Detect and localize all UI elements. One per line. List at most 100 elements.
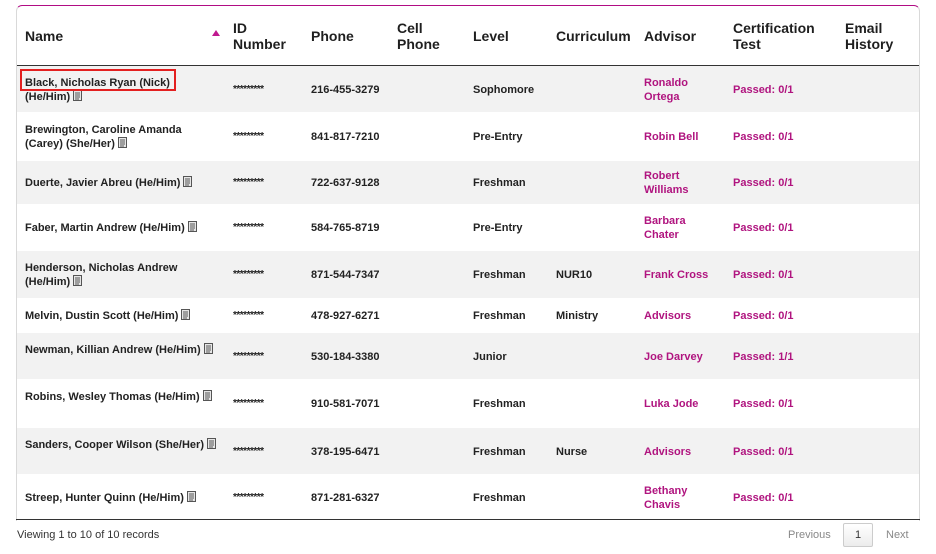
header-advisor[interactable]: Advisor bbox=[644, 28, 697, 44]
student-name-link[interactable]: Black, Nicholas Ryan (Nick) (He/Him) bbox=[25, 76, 217, 104]
student-name-text[interactable]: Duerte, Javier Abreu (He/Him) bbox=[25, 177, 181, 189]
student-name-link[interactable]: Brewington, Caroline Amanda (Carey) (She… bbox=[25, 123, 217, 151]
student-name-link[interactable]: Melvin, Dustin Scott (He/Him) bbox=[25, 309, 217, 323]
certification-link[interactable]: Passed: 0/1 bbox=[733, 310, 794, 322]
student-name-link[interactable]: Faber, Martin Andrew (He/Him) bbox=[25, 221, 217, 235]
student-name-text[interactable]: Newman, Killian Andrew (He/Him) bbox=[25, 344, 201, 356]
student-name-text[interactable]: Faber, Martin Andrew (He/Him) bbox=[25, 222, 185, 234]
student-level: Freshman bbox=[473, 492, 526, 504]
certification-link[interactable]: Passed: 0/1 bbox=[733, 222, 794, 234]
header-name[interactable]: Name bbox=[25, 28, 64, 44]
student-curriculum: Ministry bbox=[556, 310, 599, 322]
header-cell-phone[interactable]: Cell Phone bbox=[397, 20, 440, 52]
document-icon[interactable] bbox=[72, 275, 83, 286]
table-row[interactable]: Sanders, Cooper Wilson (She/Her) ********… bbox=[17, 428, 919, 475]
student-phone: 722-637-9128 bbox=[311, 177, 380, 189]
certification-link[interactable]: Passed: 1/1 bbox=[733, 351, 794, 363]
previous-button[interactable]: Previous bbox=[788, 529, 831, 541]
table-row[interactable]: Black, Nicholas Ryan (Nick) (He/Him) ****… bbox=[17, 66, 919, 113]
advisor-link[interactable]: Luka Jode bbox=[644, 398, 699, 410]
advisor-link[interactable]: Bethany Chavis bbox=[644, 485, 688, 511]
student-name-text[interactable]: Robins, Wesley Thomas (He/Him) bbox=[25, 391, 200, 403]
student-level: Freshman bbox=[473, 177, 526, 189]
student-name-text[interactable]: Black, Nicholas Ryan (Nick) (He/Him) bbox=[25, 77, 170, 103]
sort-ascending-icon[interactable] bbox=[212, 30, 220, 36]
certification-link[interactable]: Passed: 0/1 bbox=[733, 84, 794, 96]
table-row[interactable]: Faber, Martin Andrew (He/Him) ********* 58… bbox=[17, 205, 919, 251]
student-name-link[interactable]: Streep, Hunter Quinn (He/Him) bbox=[25, 491, 217, 505]
student-name-link[interactable]: Henderson, Nicholas Andrew (He/Him) bbox=[25, 261, 217, 289]
table-bottom-border bbox=[16, 519, 920, 520]
header-email-history[interactable]: Email History bbox=[845, 20, 894, 52]
table-row[interactable]: Newman, Killian Andrew (He/Him) *********… bbox=[17, 333, 919, 380]
student-id: ********* bbox=[233, 177, 264, 188]
document-icon[interactable] bbox=[72, 90, 83, 101]
certification-link[interactable]: Passed: 0/1 bbox=[733, 398, 794, 410]
advisor-link[interactable]: Advisors bbox=[644, 446, 692, 458]
certification-link[interactable]: Passed: 0/1 bbox=[733, 131, 794, 143]
table-row[interactable]: Duerte, Javier Abreu (He/Him) ********* 72… bbox=[17, 161, 919, 205]
header-level[interactable]: Level bbox=[473, 28, 509, 44]
student-phone: 216-455-3279 bbox=[311, 84, 380, 96]
table-row[interactable]: Brewington, Caroline Amanda (Carey) (She… bbox=[17, 113, 919, 161]
student-level: Freshman bbox=[473, 310, 526, 322]
table-row[interactable]: Melvin, Dustin Scott (He/Him) ********* 47… bbox=[17, 299, 919, 333]
advisor-link[interactable]: Advisors bbox=[644, 310, 692, 322]
student-phone: 530-184-3380 bbox=[311, 351, 380, 363]
student-level: Freshman bbox=[473, 446, 526, 458]
student-curriculum: NUR10 bbox=[556, 269, 593, 281]
document-icon[interactable] bbox=[206, 438, 217, 449]
student-level: Pre-Entry bbox=[473, 222, 523, 234]
students-table: Name ID Number Phone Cell Phone Level Cu… bbox=[16, 5, 920, 521]
page-1-button[interactable]: 1 bbox=[843, 523, 873, 547]
student-id: ********* bbox=[233, 492, 264, 503]
advisor-link[interactable]: Barbara Chater bbox=[644, 215, 686, 241]
advisor-link[interactable]: Robin Bell bbox=[644, 131, 699, 143]
certification-link[interactable]: Passed: 0/1 bbox=[733, 269, 794, 281]
student-name-link[interactable]: Duerte, Javier Abreu (He/Him) bbox=[25, 176, 217, 190]
student-name-link[interactable]: Sanders, Cooper Wilson (She/Her) bbox=[25, 438, 217, 452]
student-name-text[interactable]: Henderson, Nicholas Andrew (He/Him) bbox=[25, 262, 178, 288]
advisor-link[interactable]: Ronaldo Ortega bbox=[644, 77, 688, 103]
next-button[interactable]: Next bbox=[886, 529, 909, 541]
student-phone: 910-581-7071 bbox=[311, 398, 380, 410]
student-phone: 841-817-7210 bbox=[311, 131, 380, 143]
document-icon[interactable] bbox=[182, 176, 193, 187]
advisor-link[interactable]: Robert Williams bbox=[644, 170, 689, 196]
document-icon[interactable] bbox=[117, 137, 128, 148]
document-icon[interactable] bbox=[203, 343, 214, 354]
student-name-text[interactable]: Streep, Hunter Quinn (He/Him) bbox=[25, 492, 184, 504]
student-name-text[interactable]: Brewington, Caroline Amanda (Carey) (She… bbox=[25, 124, 182, 150]
student-name-link[interactable]: Newman, Killian Andrew (He/Him) bbox=[25, 343, 217, 357]
student-name-text[interactable]: Melvin, Dustin Scott (He/Him) bbox=[25, 310, 179, 322]
student-id: ********* bbox=[233, 310, 264, 321]
certification-link[interactable]: Passed: 0/1 bbox=[733, 177, 794, 189]
table-row[interactable]: Streep, Hunter Quinn (He/Him) ********* 87… bbox=[17, 475, 919, 521]
student-name-text[interactable]: Sanders, Cooper Wilson (She/Her) bbox=[25, 439, 204, 451]
student-level: Junior bbox=[473, 351, 507, 363]
document-icon[interactable] bbox=[180, 309, 191, 320]
student-id: ********* bbox=[233, 446, 264, 457]
header-phone[interactable]: Phone bbox=[311, 28, 354, 44]
header-curriculum[interactable]: Curriculum bbox=[556, 28, 631, 44]
student-phone: 584-765-8719 bbox=[311, 222, 380, 234]
student-id: ********* bbox=[233, 222, 264, 233]
advisor-link[interactable]: Joe Darvey bbox=[644, 351, 703, 363]
student-id: ********* bbox=[233, 84, 264, 95]
certification-link[interactable]: Passed: 0/1 bbox=[733, 446, 794, 458]
document-icon[interactable] bbox=[187, 221, 198, 232]
table-header: Name ID Number Phone Cell Phone Level Cu… bbox=[17, 6, 919, 66]
advisor-link[interactable]: Frank Cross bbox=[644, 269, 709, 281]
document-icon[interactable] bbox=[186, 491, 197, 502]
header-certification-test[interactable]: Certification Test bbox=[733, 20, 815, 52]
certification-link[interactable]: Passed: 0/1 bbox=[733, 492, 794, 504]
student-id: ********* bbox=[233, 398, 264, 409]
student-phone: 478-927-6271 bbox=[311, 310, 380, 322]
table-row[interactable]: Robins, Wesley Thomas (He/Him) ********* 9… bbox=[17, 380, 919, 428]
header-id-number[interactable]: ID Number bbox=[233, 20, 286, 52]
table-row[interactable]: Henderson, Nicholas Andrew (He/Him) *****… bbox=[17, 251, 919, 299]
document-icon[interactable] bbox=[202, 390, 213, 401]
student-level: Pre-Entry bbox=[473, 131, 523, 143]
student-phone: 871-544-7347 bbox=[311, 269, 380, 281]
student-name-link[interactable]: Robins, Wesley Thomas (He/Him) bbox=[25, 390, 217, 404]
